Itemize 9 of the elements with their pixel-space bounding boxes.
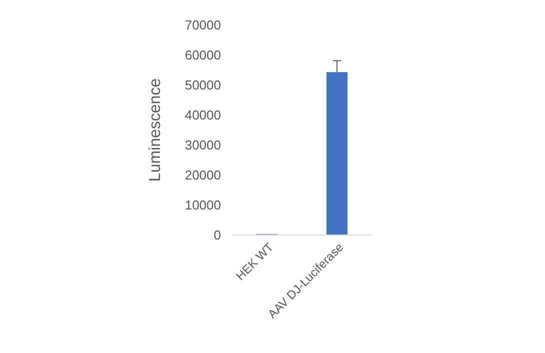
y-tick-label: 70000 [184, 18, 221, 33]
y-tick-label: 0 [214, 228, 221, 243]
y-tick-label: 10000 [184, 198, 221, 213]
y-tick-label: 20000 [184, 168, 221, 183]
y-axis-title: Luminescence [147, 78, 164, 182]
y-tick-label: 40000 [184, 108, 221, 123]
y-tick-label: 60000 [184, 48, 221, 63]
y-tick-label: 50000 [184, 78, 221, 93]
y-tick-label: 30000 [184, 138, 221, 153]
